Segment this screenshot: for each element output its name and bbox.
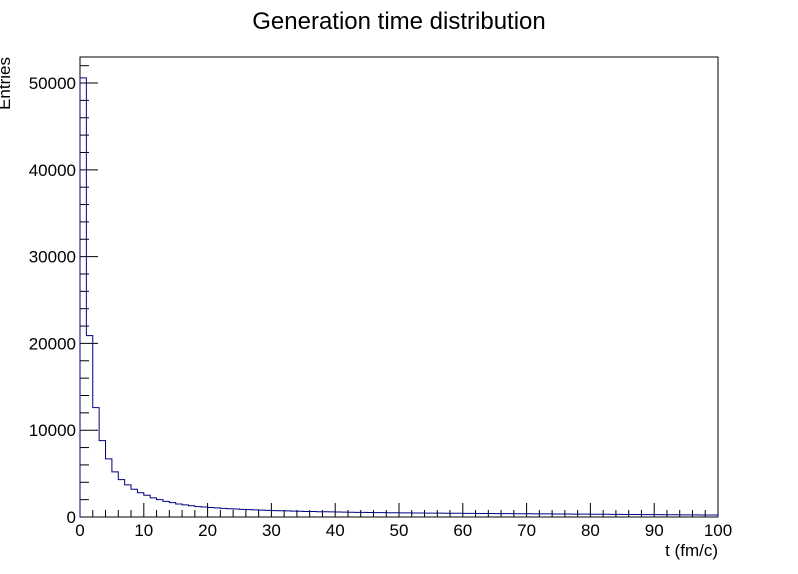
y-tick-label: 20000 xyxy=(29,334,76,353)
chart-title: Generation time distribution xyxy=(252,8,545,35)
y-axis-label: Entries xyxy=(0,57,14,110)
x-tick-label: 70 xyxy=(517,521,536,540)
x-tick-label: 20 xyxy=(198,521,217,540)
x-tick-label: 60 xyxy=(453,521,472,540)
x-tick-label: 10 xyxy=(134,521,153,540)
y-tick-label: 0 xyxy=(67,508,76,527)
y-tick-label: 10000 xyxy=(29,421,76,440)
y-tick-label: 50000 xyxy=(29,74,76,93)
x-tick-label: 30 xyxy=(262,521,281,540)
x-tick-label: 50 xyxy=(390,521,409,540)
x-axis-label: t (fm/c) xyxy=(665,541,718,560)
x-tick-label: 90 xyxy=(645,521,664,540)
y-axis-ticks xyxy=(80,65,98,518)
y-axis-tick-labels: 0 10000 20000 30000 40000 50000 xyxy=(29,74,76,527)
x-tick-label: 100 xyxy=(704,521,732,540)
y-tick-label: 40000 xyxy=(29,161,76,180)
x-tick-label: 40 xyxy=(326,521,345,540)
y-tick-label: 30000 xyxy=(29,248,76,267)
x-axis-tick-labels: 0 10 20 30 40 50 60 70 80 90 100 xyxy=(75,521,732,540)
x-tick-label: 0 xyxy=(75,521,84,540)
histogram-series-line xyxy=(79,77,719,517)
x-tick-label: 80 xyxy=(581,521,600,540)
plot-frame xyxy=(79,56,719,518)
